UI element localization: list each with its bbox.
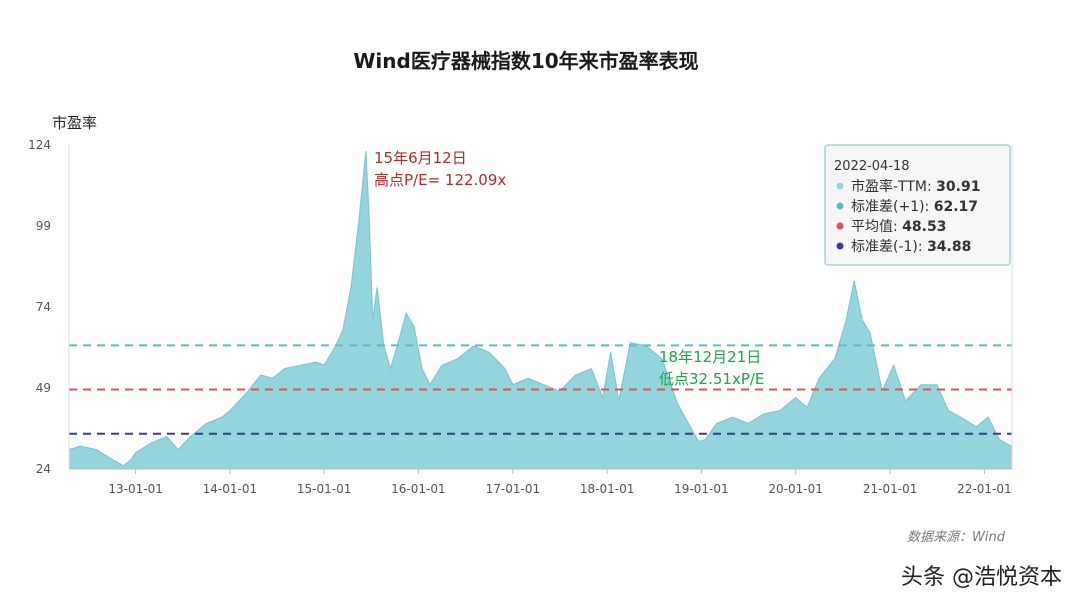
y-axis-label: 市盈率 [52, 114, 97, 132]
y-tick-label: 24 [36, 462, 51, 476]
y-tick-label: 99 [36, 219, 51, 233]
x-tick-label: 21-01-01 [863, 482, 917, 496]
x-tick-label: 14-01-01 [203, 482, 257, 496]
watermark: 头条 @浩悦资本 [901, 565, 1062, 590]
x-tick-label: 15-01-01 [297, 482, 351, 496]
low-annotation: 18年12月21日 低点32.51xP/E [659, 348, 764, 388]
pe-line [68, 151, 1013, 467]
tooltip-date: 2022-04-18 [834, 159, 910, 174]
x-tick-label: 17-01-01 [486, 482, 540, 496]
high-annotation-value: 高点P/E= 122.09x [374, 171, 506, 189]
data-source: 数据来源：Wind [907, 530, 1006, 545]
x-tick-label: 16-01-01 [391, 482, 445, 496]
y-tick-label: 74 [36, 300, 51, 314]
tooltip-box [824, 144, 1011, 266]
reference-lines [69, 344, 1012, 435]
x-tick-label: 13-01-01 [108, 482, 162, 496]
tooltip-marker [836, 182, 844, 190]
tooltip-marker [836, 202, 844, 210]
pe-area [69, 151, 1012, 469]
plot-area: 24 49 74 99 124 13-01-01 14-01-01 15-01-01 16-01… [28, 138, 1013, 496]
x-tick-label: 22-01-01 [957, 482, 1011, 496]
y-tick-label: 49 [36, 381, 51, 395]
x-tick-label: 20-01-01 [768, 482, 822, 496]
high-annotation-date: 15年6月12日 [374, 149, 467, 167]
high-annotation: 15年6月12日 高点P/E= 122.09x [374, 149, 506, 189]
y-tick-label: 124 [28, 138, 51, 152]
tooltip-marker [836, 222, 844, 230]
chart-title: Wind医疗器械指数10年来市盈率表现 [353, 49, 698, 73]
tooltip-row: 平均值: 48.53 [851, 219, 946, 235]
x-tick-label: 18-01-01 [580, 482, 634, 496]
tooltip-row: 标准差(+1): 62.17 [851, 199, 978, 215]
low-annotation-date: 18年12月21日 [659, 348, 761, 366]
axes: 24 49 74 99 124 13-01-01 14-01-01 15-01-01 16-01… [28, 138, 1013, 496]
tooltip: 2022-04-18 市盈率-TTM: 30.91 标准差(+1): 62.17 平… [824, 144, 1011, 266]
tooltip-rows: 市盈率-TTM: 30.91 标准差(+1): 62.17 平均值: 48.53 标准… [836, 178, 980, 255]
tooltip-row: 标准差(-1): 34.88 [851, 239, 971, 255]
tooltip-marker [836, 242, 844, 250]
tooltip-row: 市盈率-TTM: 30.91 [851, 178, 980, 195]
x-tick-label: 19-01-01 [674, 482, 728, 496]
area-layer [68, 151, 1013, 469]
low-annotation-value: 低点32.51xP/E [659, 370, 764, 388]
